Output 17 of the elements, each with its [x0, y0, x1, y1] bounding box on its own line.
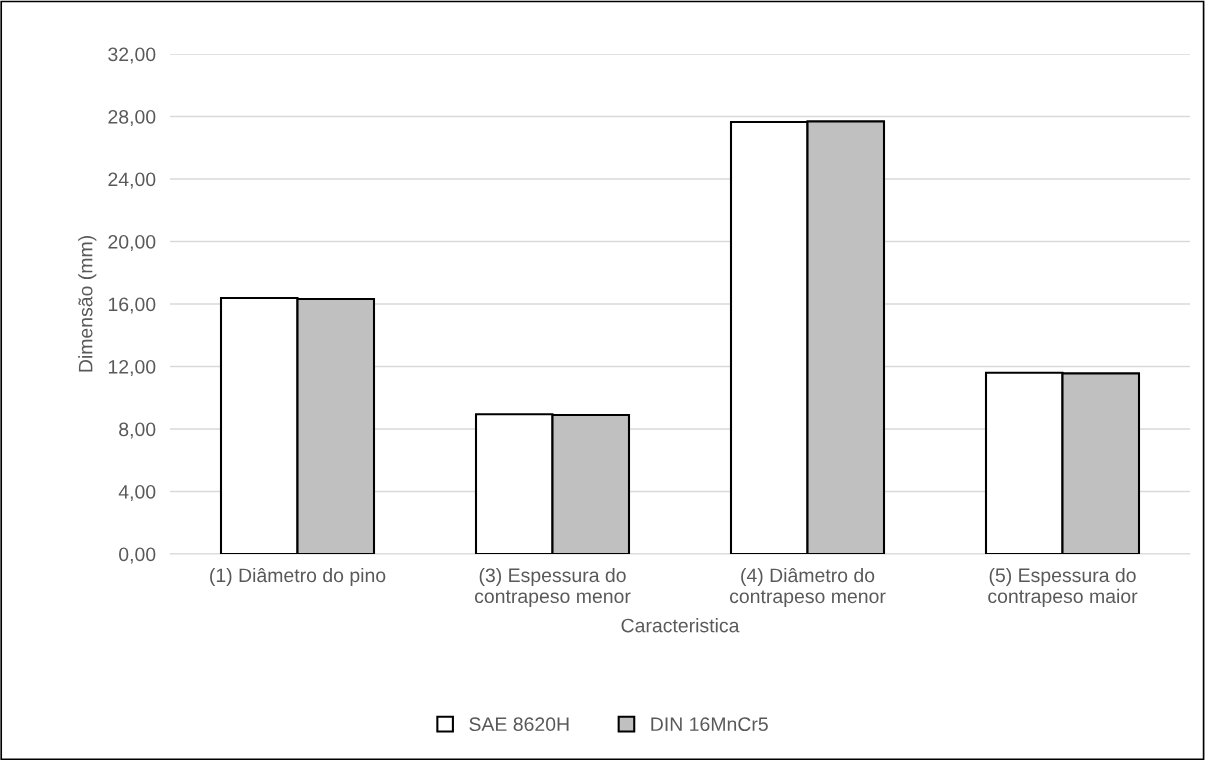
y-tick-label: 32,00 [108, 47, 156, 64]
x-tick-label: (5) Espessura do contrapeso maior [988, 567, 1138, 607]
y-tick-label: 28,00 [108, 109, 156, 127]
y-tick-label: 16,00 [108, 297, 156, 314]
x-tick-label: (1) Diâmetro do pino [210, 567, 386, 587]
y-tick-label: 20,00 [108, 234, 156, 252]
x-axis-title: Caracteristica [621, 618, 740, 633]
y-tick-label: 8,00 [119, 422, 156, 439]
x-tick-label: (4) Diâmetro do contrapeso menor [729, 567, 886, 608]
y-tick-label: 24,00 [108, 172, 156, 189]
y-tick-label: 12,00 [108, 359, 156, 377]
y-tick-label: 0,00 [119, 547, 156, 564]
x-tick-label: (3) Espessura do contrapeso menor [474, 567, 631, 607]
y-axis-title: Dimensão (mm) [78, 236, 97, 372]
legend-label: SAE 8620H [469, 717, 569, 732]
legend-label: DIN 16MnCr5 [651, 717, 768, 732]
y-tick-label: 4,00 [118, 484, 156, 502]
